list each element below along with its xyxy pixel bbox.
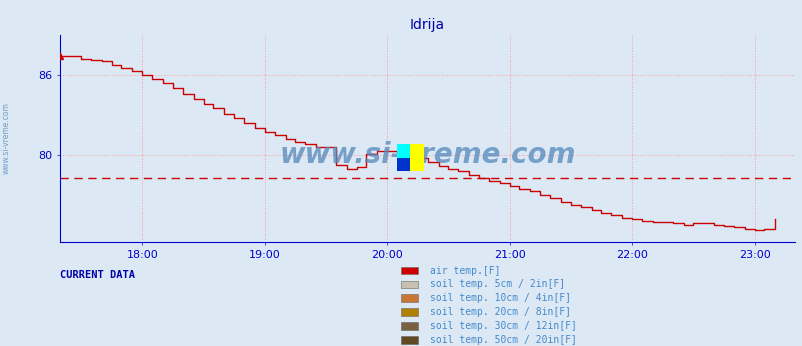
Text: www.si-vreme.com: www.si-vreme.com (279, 141, 575, 169)
Text: CURRENT DATA: CURRENT DATA (60, 270, 135, 280)
Bar (396, 144, 423, 171)
Text: air temp.[F]: air temp.[F] (429, 266, 500, 275)
Text: soil temp. 5cm / 2in[F]: soil temp. 5cm / 2in[F] (429, 280, 564, 289)
Text: soil temp. 50cm / 20in[F]: soil temp. 50cm / 20in[F] (429, 335, 576, 345)
Title: Idrija: Idrija (410, 18, 444, 32)
Text: soil temp. 30cm / 12in[F]: soil temp. 30cm / 12in[F] (429, 321, 576, 331)
Text: www.si-vreme.com: www.si-vreme.com (2, 102, 11, 174)
Text: soil temp. 10cm / 4in[F]: soil temp. 10cm / 4in[F] (429, 293, 570, 303)
Bar (396, 144, 410, 171)
Text: soil temp. 20cm / 8in[F]: soil temp. 20cm / 8in[F] (429, 307, 570, 317)
Bar (396, 158, 410, 171)
